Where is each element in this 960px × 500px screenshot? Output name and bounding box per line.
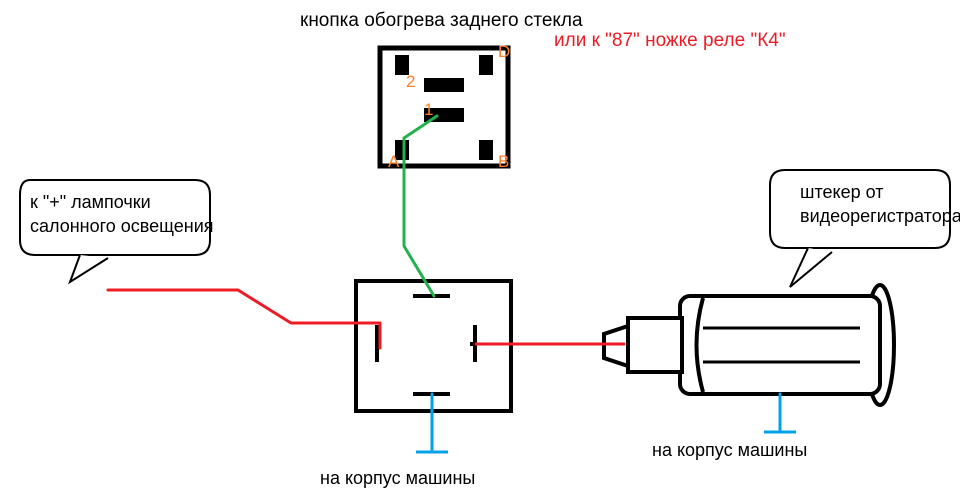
switch-pin [479,55,493,75]
title-top: кнопка обогрева заднего стекла [300,10,583,33]
pin-label-b: B [498,152,509,172]
ground-label-left: на корпус машины [320,468,475,490]
callout-right-line1: штекер от [800,182,883,202]
callout-left: к "+" лампочки салонного освещения [20,180,214,282]
callout-left-line1: к "+" лампочки [30,192,151,212]
switch-pin [424,78,464,92]
dashcam-plug [604,285,894,405]
wire-red-left [108,290,380,348]
pin-label-1: 1 [424,100,433,120]
alt-note: или к "87" ножке реле "К4" [554,30,786,53]
switch-pin [479,140,493,160]
callout-right-line2: видеорегистратора [800,206,960,226]
callout-right: штекер от видеорегистратора [770,170,960,287]
pin-label-a: A [388,152,399,172]
pin-label-d: D [498,42,510,62]
ground-label-right: на корпус машины [652,440,807,462]
pin-label-2: 2 [406,72,415,92]
switch-box [380,48,508,166]
callout-left-line2: салонного освещения [30,216,214,236]
